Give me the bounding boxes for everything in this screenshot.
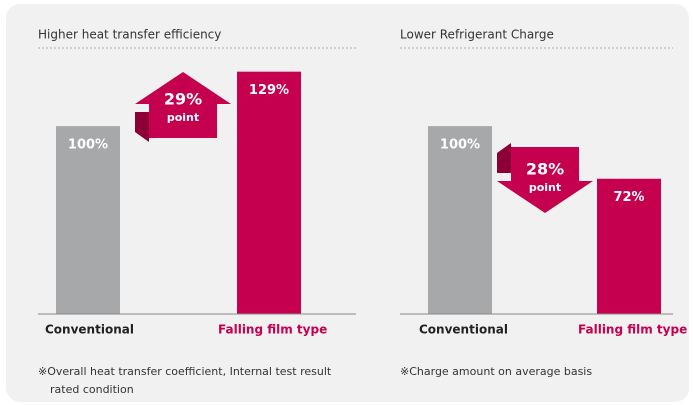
category-label: Falling film type xyxy=(218,323,327,337)
bar xyxy=(237,71,301,315)
annotation-value: 28% xyxy=(526,160,564,179)
arrow xyxy=(497,147,593,213)
annotation-subtext: point xyxy=(167,111,199,124)
arrow-shadow xyxy=(497,143,511,173)
value-label: 100% xyxy=(440,138,480,153)
value-label: 129% xyxy=(249,83,289,98)
chart-title: Higher heat transfer efficiency xyxy=(38,28,221,42)
footnote: rated condition xyxy=(50,383,134,396)
category-label: Conventional xyxy=(45,323,134,337)
arrow xyxy=(135,72,231,138)
bar xyxy=(428,126,492,315)
category-label: Conventional xyxy=(419,323,508,337)
value-label: 100% xyxy=(68,138,108,153)
bar xyxy=(56,126,120,315)
annotation-subtext: point xyxy=(529,181,561,194)
annotation-value: 29% xyxy=(164,90,202,109)
footnote: ※Charge amount on average basis xyxy=(400,365,592,378)
footnote: ※Overall heat transfer coefficient, Inte… xyxy=(38,365,332,378)
category-label: Falling film type xyxy=(578,323,687,337)
value-label: 72% xyxy=(613,190,644,205)
bar xyxy=(597,178,661,314)
chart-title: Lower Refrigerant Charge xyxy=(400,28,554,42)
arrow-shadow xyxy=(135,112,149,142)
